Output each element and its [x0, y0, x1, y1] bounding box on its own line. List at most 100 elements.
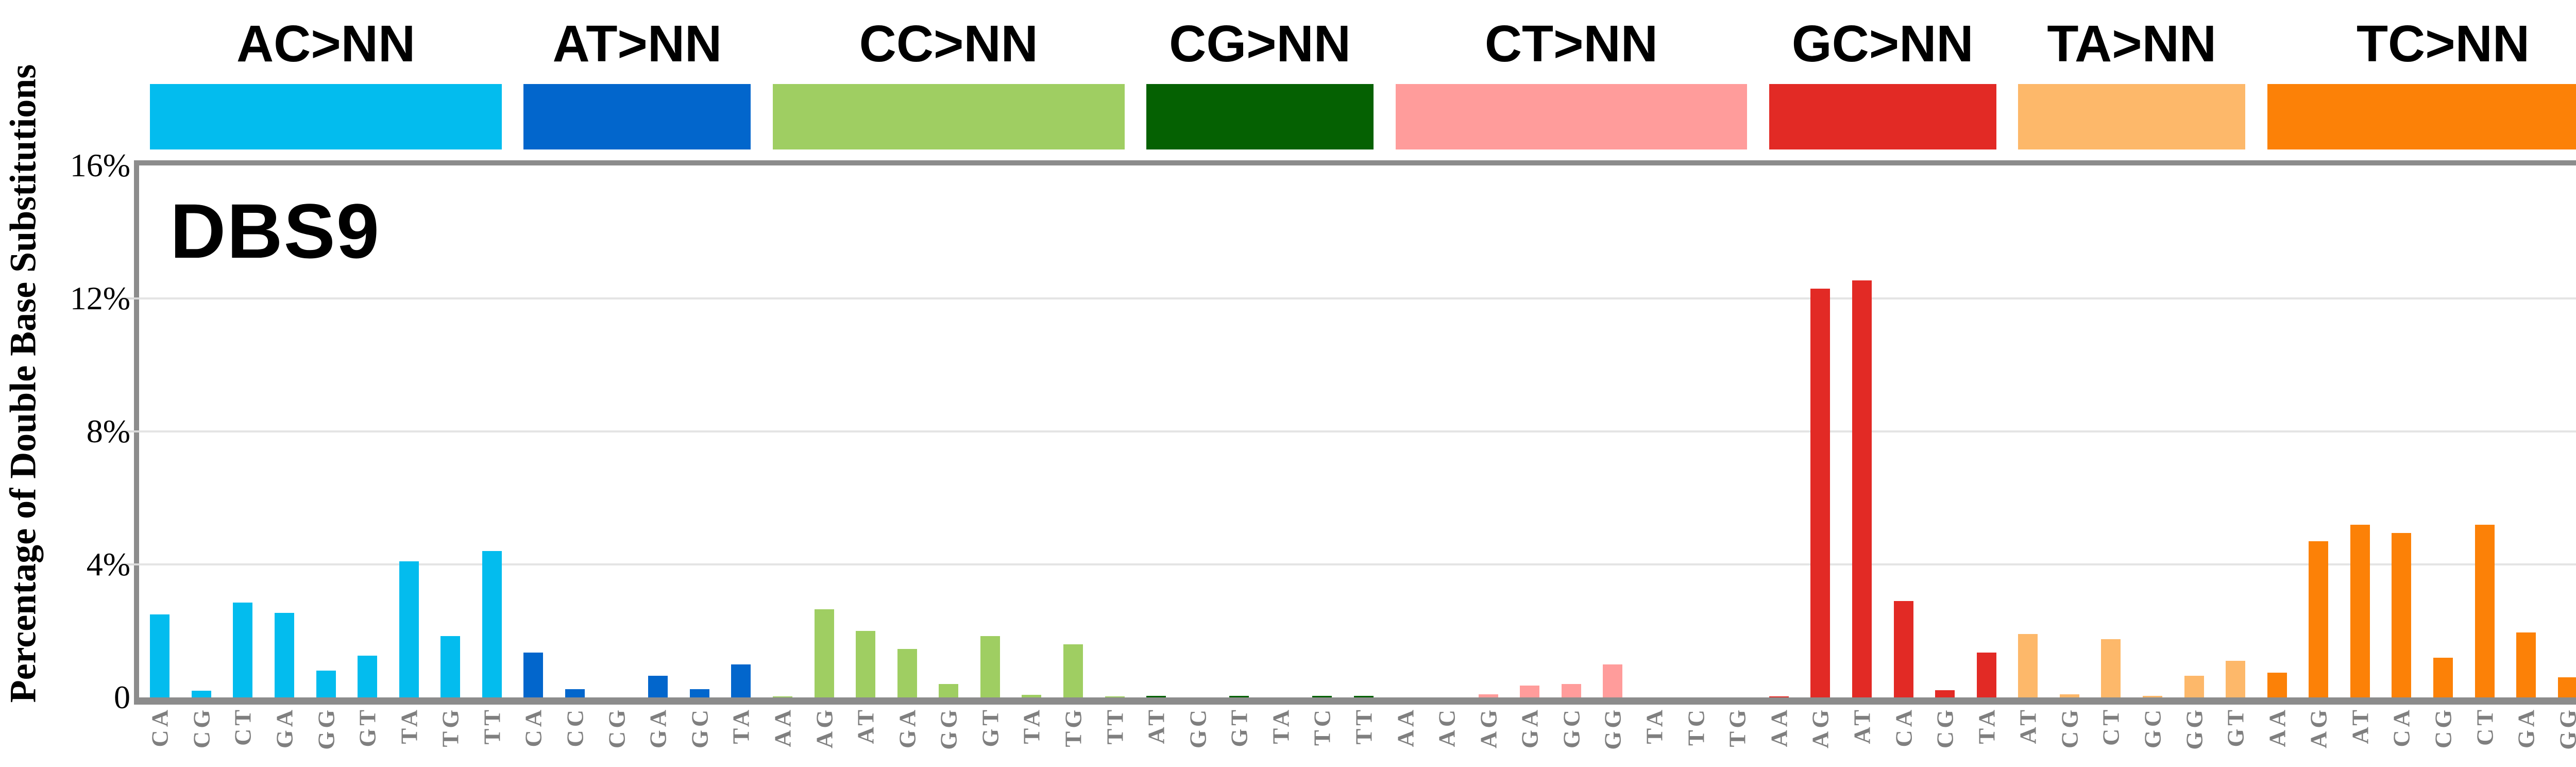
- x-tick-text: TG: [437, 707, 464, 747]
- bar-cg-nn-tc: [1312, 695, 1332, 697]
- bar-at-nn-ca: [523, 652, 544, 697]
- x-tick-text: TG: [1060, 707, 1087, 747]
- y-axis-title: Percentage of Double Base Substitutions: [0, 0, 52, 767]
- bar-at-nn-cc: [565, 689, 585, 697]
- x-tick-text: TA: [1267, 707, 1294, 744]
- x-tick-label-tc-nn-ga: GA: [2505, 707, 2547, 767]
- x-tick-text: TA: [1973, 707, 2000, 744]
- x-tick-label-tc-nn-ct: CT: [2464, 707, 2505, 767]
- x-tick-text: GC: [686, 707, 713, 748]
- x-tick-text: TC: [1683, 707, 1709, 746]
- bar-tc-nn-ga: [2516, 632, 2536, 697]
- bar-at-nn-gc: [689, 689, 709, 697]
- x-tick-text: GA: [894, 707, 921, 748]
- bar-tc-nn-aa: [2267, 672, 2287, 697]
- bar-ta-nn-cg: [2059, 694, 2079, 697]
- x-tick-label-ac-nn-tg: TG: [430, 707, 471, 767]
- x-tick-text: CG: [603, 707, 630, 748]
- x-tick-text: GT: [354, 707, 381, 747]
- bar-cc-nn-tg: [1063, 644, 1083, 697]
- x-tick-label-ct-nn-ta: TA: [1634, 707, 1675, 767]
- bar-ta-nn-gt: [2226, 661, 2246, 697]
- x-tick-label-ta-nn-gt: GT: [2215, 707, 2257, 767]
- x-tick-text: CT: [229, 707, 256, 746]
- x-tick-text: AA: [1392, 707, 1419, 747]
- x-tick-text: GG: [2554, 707, 2576, 750]
- bar-cc-nn-gt: [980, 636, 1000, 697]
- bar-cc-nn-ta: [1022, 694, 1042, 697]
- x-tick-label-ac-nn-tt: TT: [471, 707, 513, 767]
- x-tick-label-ta-nn-gg: GG: [2173, 707, 2215, 767]
- y-tick-label-12: 12%: [70, 280, 130, 316]
- x-tick-text: GA: [645, 707, 671, 748]
- bar-cg-nn-at: [1146, 695, 1166, 697]
- x-tick-label-gc-nn-ta: TA: [1965, 707, 2007, 767]
- x-tick-text: GT: [1226, 707, 1252, 747]
- x-tick-text: TC: [1309, 707, 1335, 746]
- x-tick-label-tc-nn-cg: CG: [2422, 707, 2464, 767]
- bar-ac-nn-gt: [358, 656, 378, 697]
- x-tick-label-ta-nn-cg: CG: [2049, 707, 2091, 767]
- x-tick-label-at-nn-cg: CG: [596, 707, 637, 767]
- group-color-bar-ct-nn: [1395, 84, 1748, 149]
- x-tick-label-cc-nn-gg: GG: [928, 707, 970, 767]
- group-title-gc-nn: GC>NN: [1791, 14, 1974, 73]
- x-tick-text: GG: [935, 707, 962, 750]
- x-tick-text: AA: [769, 707, 796, 747]
- x-tick-label-at-nn-gc: GC: [679, 707, 721, 767]
- bar-ac-nn-ca: [150, 614, 170, 697]
- x-tick-text: GA: [2513, 707, 2539, 748]
- y-tick-label-16: 16%: [70, 147, 130, 184]
- group-title-cc-nn: CC>NN: [859, 14, 1038, 73]
- x-tick-label-gc-nn-aa: AA: [1758, 707, 1800, 767]
- y-tick-label-4: 4%: [86, 546, 130, 582]
- x-tick-text: CA: [146, 707, 173, 747]
- x-tick-label-cg-nn-ta: TA: [1260, 707, 1302, 767]
- x-tick-label-cc-nn-gt: GT: [970, 707, 1011, 767]
- x-tick-label-ct-nn-gc: GC: [1551, 707, 1592, 767]
- x-tick-label-cg-nn-at: AT: [1136, 707, 1177, 767]
- x-tick-label-tc-nn-aa: AA: [2256, 707, 2298, 767]
- group-title-ta-nn: TA>NN: [2047, 14, 2217, 73]
- x-tick-text: CA: [2388, 707, 2415, 747]
- x-tick-label-ct-nn-aa: AA: [1384, 707, 1426, 767]
- x-tick-label-at-nn-ca: CA: [513, 707, 554, 767]
- x-tick-text: TT: [1101, 707, 1128, 745]
- bar-ta-nn-gg: [2184, 676, 2204, 697]
- x-tick-text: AG: [2305, 707, 2332, 748]
- gridline-8: [139, 430, 2576, 432]
- group-title-tc-nn: TC>NN: [2356, 14, 2530, 73]
- x-tick-text: CT: [2097, 707, 2124, 746]
- x-tick-label-gc-nn-ca: CA: [1883, 707, 1924, 767]
- bar-gc-nn-ag: [1810, 288, 1831, 697]
- x-tick-text: CG: [1931, 707, 1958, 748]
- x-tick-label-ct-nn-ac: AC: [1426, 707, 1468, 767]
- y-tick-label-0: 0: [114, 679, 130, 715]
- group-color-bar-cc-nn: [772, 84, 1125, 149]
- bar-ac-nn-gg: [316, 671, 336, 697]
- x-tick-label-ac-nn-ca: CA: [139, 707, 181, 767]
- bar-ta-nn-at: [2018, 634, 2038, 697]
- bar-ct-nn-ga: [1520, 686, 1540, 697]
- bar-ct-nn-ag: [1478, 694, 1498, 697]
- bar-cc-nn-tt: [1105, 696, 1125, 697]
- x-tick-text: GG: [313, 707, 340, 750]
- group-color-bar-ac-nn: [150, 84, 502, 149]
- x-tick-text: GG: [2181, 707, 2208, 750]
- x-tick-text: AT: [2014, 707, 2041, 744]
- x-tick-text: CG: [2056, 707, 2083, 748]
- x-tick-label-tc-nn-ag: AG: [2298, 707, 2340, 767]
- x-tick-text: CA: [520, 707, 547, 747]
- x-tick-label-ac-nn-gg: GG: [305, 707, 347, 767]
- group-title-cg-nn: CG>NN: [1169, 14, 1351, 73]
- x-tick-label-cc-nn-at: AT: [845, 707, 887, 767]
- group-title-at-nn: AT>NN: [552, 14, 722, 73]
- x-tick-label-ct-nn-ag: AG: [1467, 707, 1509, 767]
- bar-gc-nn-cg: [1935, 690, 1955, 697]
- x-tick-label-ta-nn-ct: CT: [2090, 707, 2132, 767]
- page-title: DBS9: [170, 188, 381, 274]
- bar-gc-nn-at: [1852, 280, 1872, 697]
- x-tick-label-gc-nn-ag: AG: [1800, 707, 1841, 767]
- group-title-ct-nn: CT>NN: [1484, 14, 1658, 73]
- x-tick-label-ct-nn-ga: GA: [1509, 707, 1551, 767]
